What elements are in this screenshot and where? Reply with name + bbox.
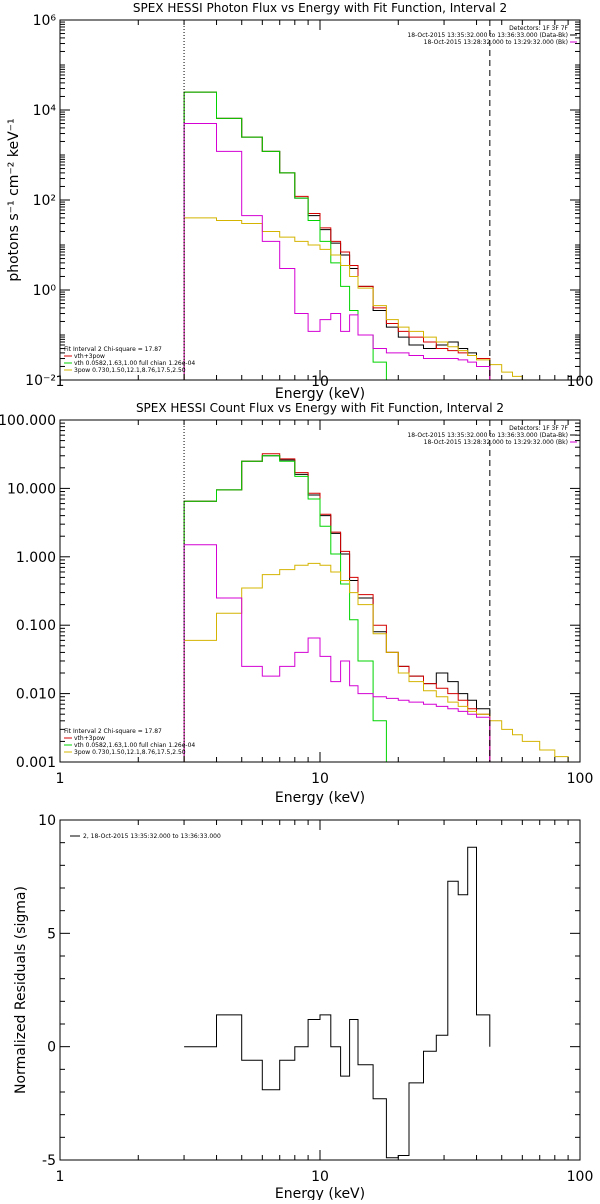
y-tick-label: 10⁴ xyxy=(33,103,57,119)
series-line-3pow xyxy=(183,562,569,762)
x-tick-label: 1 xyxy=(56,374,65,390)
series-line-data-bk xyxy=(183,455,491,762)
legend-entry: Fit Interval 2 Chi-square = 17.87 xyxy=(64,346,162,353)
x-tick-label: 1 xyxy=(56,771,65,787)
series-line-bk xyxy=(183,123,491,380)
y-tick-label: 10.000 xyxy=(7,481,56,497)
y-tick-label: 5 xyxy=(47,926,56,942)
y-tick-label: 1.000 xyxy=(16,550,56,566)
y-axis-label: Normalized Residuals (sigma) xyxy=(13,886,29,1094)
x-tick-label: 10 xyxy=(311,1169,329,1185)
x-tick-label: 100 xyxy=(567,1169,594,1185)
y-axis-label: photons s⁻¹ cm⁻² keV⁻¹ xyxy=(6,118,22,281)
x-axis-label: Energy (keV) xyxy=(275,790,365,806)
legend-entry: vth+3pow xyxy=(74,353,105,360)
x-axis-label: Energy (keV) xyxy=(275,1186,365,1200)
y-tick-label: 10⁶ xyxy=(33,13,57,29)
series-line-bk xyxy=(183,544,491,762)
x-tick-label: 100 xyxy=(567,374,594,390)
chart-panel-1: SPEX HESSI Photon Flux vs Energy with Fi… xyxy=(6,1,593,402)
x-axis-label: Energy (keV) xyxy=(275,386,365,402)
series-line-vth-3pow xyxy=(183,453,491,762)
legend-entry: 18-Oct-2015 13:35:32.000 to 13:36:33.000… xyxy=(407,432,568,439)
y-tick-label: 10 xyxy=(38,813,56,829)
series-line-data-bk xyxy=(183,91,491,380)
legend-entry: Detectors: 1F 3F 7F xyxy=(509,425,568,432)
series-group xyxy=(183,91,523,380)
legend-entry: 18-Oct-2015 13:35:32.000 to 13:36:33.000… xyxy=(407,32,568,39)
x-tick-label: 10 xyxy=(311,771,329,787)
series-group xyxy=(184,846,491,1159)
x-tick-label: 100 xyxy=(567,771,594,787)
legend-bottom-left: Fit Interval 2 Chi-square = 17.87vth+3po… xyxy=(64,346,195,374)
chart-title: SPEX HESSI Count Flux vs Energy with Fit… xyxy=(136,401,504,415)
plot-frame xyxy=(59,819,581,1161)
plot-frame xyxy=(59,419,581,763)
series-line-3pow xyxy=(183,217,523,380)
legend-entry: vth 0.0582,1.63,1.00 full chian 1.26e-04 xyxy=(74,742,195,749)
legend-entry: Detectors: 1F 3F 7F xyxy=(509,25,568,32)
y-tick-label: 10⁰ xyxy=(33,283,57,299)
y-tick-label: 0.010 xyxy=(16,687,56,703)
legend-entry: 18-Oct-2015 13:28:32.000 to 13:29:32.000… xyxy=(424,439,568,446)
series-line-vth xyxy=(183,455,387,762)
series-line-residuals xyxy=(184,846,491,1159)
x-tick-label: 10 xyxy=(311,374,329,390)
y-tick-label: 10² xyxy=(33,193,56,209)
y-tick-label: 0.001 xyxy=(16,755,56,771)
y-tick-label: 100.000 xyxy=(0,413,56,429)
legend-bottom-left: Fit Interval 2 Chi-square = 17.87vth+3po… xyxy=(64,728,195,756)
y-tick-label: 10⁻² xyxy=(25,373,56,389)
series-line-vth-3pow xyxy=(183,91,491,380)
y-tick-label: -5 xyxy=(42,1153,56,1169)
legend-entry: 3pow 0.730,1.50,12.1,8.76,17.5,2.50 xyxy=(74,749,186,756)
legend-entry: vth+3pow xyxy=(74,735,105,742)
y-tick-label: 0.100 xyxy=(16,618,56,634)
legend-top-left: 2, 18-Oct-2015 13:35:32.000 to 13:36:33.… xyxy=(70,833,221,840)
chart-panel-2: SPEX HESSI Count Flux vs Energy with Fit… xyxy=(0,401,593,806)
legend-entry: vth 0.0582,1.63,1.00 full chian 1.26e-04 xyxy=(74,360,195,367)
legend-entry: 2, 18-Oct-2015 13:35:32.000 to 13:36:33.… xyxy=(83,833,221,840)
legend-entry: 3pow 0.730,1.50,12.1,8.76,17.5,2.50 xyxy=(74,367,186,374)
series-group xyxy=(183,453,569,762)
legend-entry: 18-Oct-2015 13:28:32.000 to 13:29:32.000… xyxy=(424,39,568,46)
series-line-vth xyxy=(183,91,387,380)
chart-title: SPEX HESSI Photon Flux vs Energy with Fi… xyxy=(133,1,507,15)
x-tick-label: 1 xyxy=(56,1169,65,1185)
y-tick-label: 0 xyxy=(47,1040,56,1056)
legend-entry: Fit Interval 2 Chi-square = 17.87 xyxy=(64,728,162,735)
